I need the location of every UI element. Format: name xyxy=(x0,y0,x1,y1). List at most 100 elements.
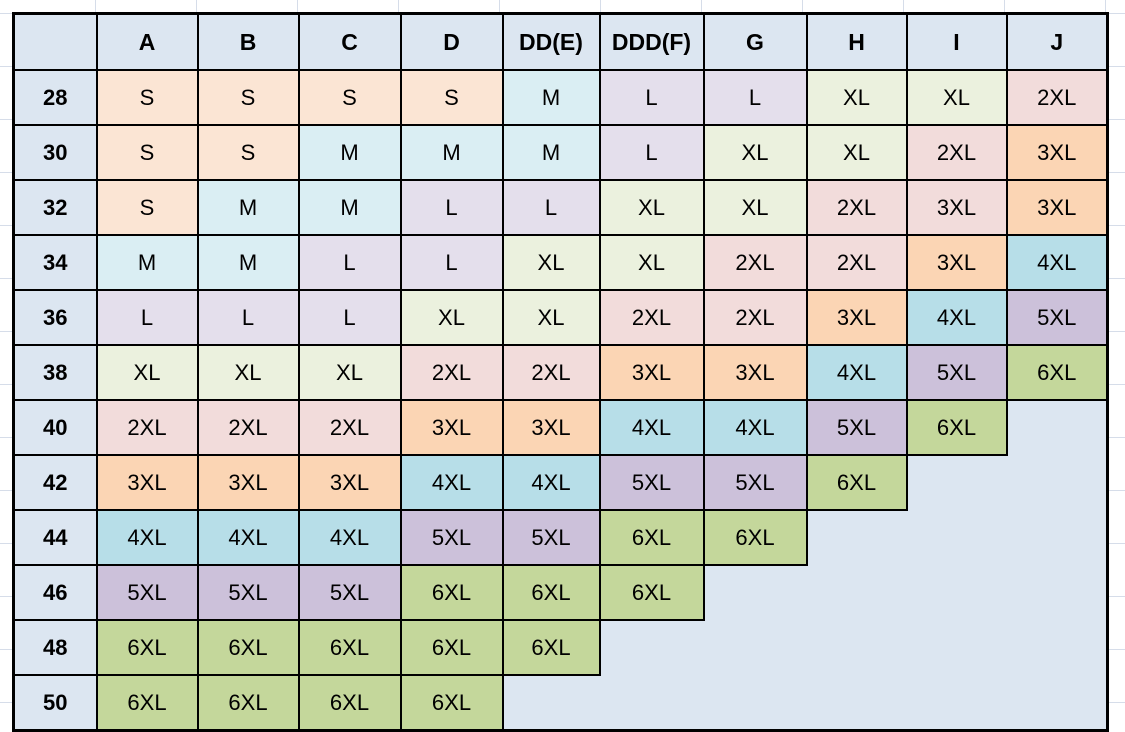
empty-cell[interactable] xyxy=(703,565,807,620)
size-cell[interactable]: M xyxy=(297,124,402,181)
band-row-header[interactable]: 48 xyxy=(12,619,98,676)
size-cell[interactable]: 4XL xyxy=(95,509,199,566)
size-cell[interactable]: 2XL xyxy=(598,289,705,346)
size-cell[interactable]: L xyxy=(399,179,504,236)
size-cell[interactable]: M xyxy=(196,234,300,291)
size-cell[interactable]: S xyxy=(95,179,199,236)
empty-cell[interactable] xyxy=(1006,400,1108,455)
empty-cell[interactable] xyxy=(703,675,807,731)
empty-cell[interactable] xyxy=(906,620,1007,675)
size-cell[interactable]: S xyxy=(297,69,402,126)
empty-cell[interactable] xyxy=(906,510,1007,565)
size-cell[interactable]: 3XL xyxy=(598,344,705,401)
size-cell[interactable]: L xyxy=(297,289,402,346)
size-cell[interactable]: 6XL xyxy=(399,564,504,621)
empty-cell[interactable] xyxy=(1006,620,1108,675)
band-row-header[interactable]: 44 xyxy=(12,509,98,566)
size-cell[interactable]: M xyxy=(95,234,199,291)
size-cell[interactable]: L xyxy=(196,289,300,346)
size-cell[interactable]: 6XL xyxy=(702,509,808,566)
size-cell[interactable]: 4XL xyxy=(702,399,808,456)
size-cell[interactable]: XL xyxy=(598,234,705,291)
column-header-cell[interactable]: I xyxy=(905,12,1008,71)
size-cell[interactable]: M xyxy=(399,124,504,181)
size-cell[interactable]: S xyxy=(399,69,504,126)
band-row-header[interactable]: 50 xyxy=(12,674,98,732)
size-cell[interactable]: 3XL xyxy=(1005,179,1109,236)
empty-cell[interactable] xyxy=(1006,510,1108,565)
column-header-cell[interactable]: H xyxy=(805,12,908,71)
band-row-header[interactable]: 30 xyxy=(12,124,98,181)
size-cell[interactable]: 3XL xyxy=(805,289,908,346)
size-cell[interactable]: XL xyxy=(501,234,601,291)
size-cell[interactable]: 5XL xyxy=(297,564,402,621)
size-cell[interactable]: L xyxy=(95,289,199,346)
size-cell[interactable]: 6XL xyxy=(598,564,705,621)
size-cell[interactable]: 2XL xyxy=(805,234,908,291)
size-cell[interactable]: S xyxy=(95,69,199,126)
size-cell[interactable]: 2XL xyxy=(196,399,300,456)
size-cell[interactable]: 5XL xyxy=(702,454,808,511)
size-cell[interactable]: 5XL xyxy=(905,344,1008,401)
size-cell[interactable]: 2XL xyxy=(805,179,908,236)
size-cell[interactable]: XL xyxy=(702,124,808,181)
size-cell[interactable]: 6XL xyxy=(805,454,908,511)
empty-cell[interactable] xyxy=(906,565,1007,620)
size-cell[interactable]: 4XL xyxy=(399,454,504,511)
size-cell[interactable]: 4XL xyxy=(905,289,1008,346)
size-cell[interactable]: 2XL xyxy=(1005,69,1109,126)
size-cell[interactable]: 5XL xyxy=(1005,289,1109,346)
size-cell[interactable]: 4XL xyxy=(598,399,705,456)
empty-cell[interactable] xyxy=(906,675,1007,731)
size-cell[interactable]: 2XL xyxy=(95,399,199,456)
size-cell[interactable]: M xyxy=(196,179,300,236)
size-cell[interactable]: 4XL xyxy=(196,509,300,566)
column-header-cell[interactable]: A xyxy=(95,12,199,71)
size-cell[interactable]: 3XL xyxy=(399,399,504,456)
size-cell[interactable]: 6XL xyxy=(399,674,504,732)
size-cell[interactable]: 3XL xyxy=(95,454,199,511)
size-cell[interactable]: XL xyxy=(805,69,908,126)
size-cell[interactable]: L xyxy=(598,69,705,126)
column-header-cell[interactable]: J xyxy=(1005,12,1109,71)
empty-cell[interactable] xyxy=(1006,565,1108,620)
size-cell[interactable]: 2XL xyxy=(501,344,601,401)
size-cell[interactable]: L xyxy=(598,124,705,181)
size-cell[interactable]: 3XL xyxy=(905,234,1008,291)
size-cell[interactable]: 6XL xyxy=(297,674,402,732)
empty-cell[interactable] xyxy=(599,620,704,675)
band-row-header[interactable]: 34 xyxy=(12,234,98,291)
size-cell[interactable]: 5XL xyxy=(196,564,300,621)
size-cell[interactable]: 2XL xyxy=(905,124,1008,181)
size-cell[interactable]: 3XL xyxy=(1005,124,1109,181)
size-cell[interactable]: L xyxy=(399,234,504,291)
size-cell[interactable]: 5XL xyxy=(501,509,601,566)
size-cell[interactable]: L xyxy=(702,69,808,126)
size-cell[interactable]: 6XL xyxy=(196,674,300,732)
size-cell[interactable]: XL xyxy=(501,289,601,346)
column-header-cell[interactable]: C xyxy=(297,12,402,71)
band-row-header[interactable]: 46 xyxy=(12,564,98,621)
size-cell[interactable]: XL xyxy=(399,289,504,346)
size-cell[interactable]: 6XL xyxy=(95,619,199,676)
band-row-header[interactable]: 40 xyxy=(12,399,98,456)
empty-cell[interactable] xyxy=(599,675,704,731)
size-cell[interactable]: S xyxy=(95,124,199,181)
band-row-header[interactable]: 32 xyxy=(12,179,98,236)
size-cell[interactable]: 6XL xyxy=(196,619,300,676)
band-row-header[interactable]: 28 xyxy=(12,69,98,126)
size-cell[interactable]: 6XL xyxy=(399,619,504,676)
size-cell[interactable]: 5XL xyxy=(598,454,705,511)
size-cell[interactable]: 6XL xyxy=(598,509,705,566)
size-cell[interactable]: 4XL xyxy=(1005,234,1109,291)
column-header-cell[interactable]: DDD(F) xyxy=(598,12,705,71)
size-cell[interactable]: 2XL xyxy=(702,234,808,291)
empty-cell[interactable] xyxy=(502,675,600,731)
empty-cell[interactable] xyxy=(1006,455,1108,510)
size-cell[interactable]: XL xyxy=(805,124,908,181)
column-header-cell[interactable]: D xyxy=(399,12,504,71)
empty-cell[interactable] xyxy=(703,620,807,675)
size-cell[interactable]: 2XL xyxy=(297,399,402,456)
size-cell[interactable]: S xyxy=(196,124,300,181)
size-cell[interactable]: 3XL xyxy=(196,454,300,511)
